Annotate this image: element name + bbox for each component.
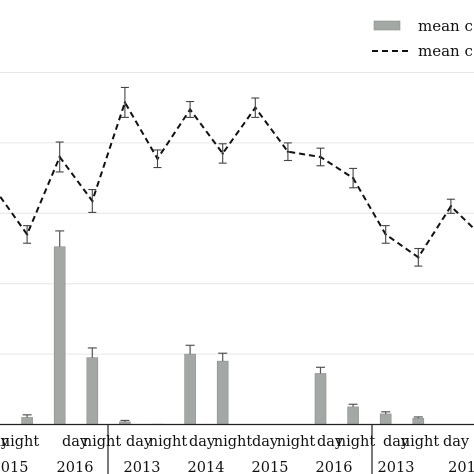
- x-axis: daynightdaynightdaynightdaynightdaynight…: [0, 423, 474, 474]
- legend-label: mean c: [418, 17, 473, 35]
- x-tick-label: night: [83, 434, 122, 450]
- bar-series: [21, 230, 425, 425]
- bar: [412, 418, 425, 425]
- x-tick-label: night: [1, 434, 40, 450]
- bar: [216, 360, 229, 425]
- bar: [379, 413, 392, 425]
- x-tick-label: night: [401, 434, 440, 450]
- bar: [184, 353, 196, 425]
- x-tick-label: night: [337, 434, 376, 450]
- x-tick-label: day: [126, 434, 153, 450]
- bar: [53, 246, 66, 425]
- bar: [314, 373, 327, 425]
- legend-bar-swatch: [373, 20, 401, 31]
- x-group-label: 2014: [188, 460, 225, 474]
- bar: [347, 406, 359, 425]
- x-tick-label: day: [0, 434, 10, 450]
- x-tick-label: day: [62, 434, 89, 450]
- x-group-label: 2016: [57, 460, 94, 474]
- x-group-label: 2015: [252, 460, 289, 474]
- legend: mean c mean c: [372, 17, 473, 60]
- x-group-label: 2015: [0, 460, 28, 474]
- x-group-label: 2016: [316, 460, 353, 474]
- legend-label: mean c: [418, 42, 473, 60]
- x-tick-label: day: [317, 434, 344, 450]
- bar: [86, 357, 99, 425]
- x-tick-label: day: [383, 434, 410, 450]
- x-tick-label: day: [252, 434, 279, 450]
- x-group-label: 201: [448, 460, 474, 474]
- line-series-path: [0, 99, 474, 259]
- x-tick-label: night: [277, 434, 316, 450]
- x-group-label: 2013: [124, 460, 161, 474]
- x-tick-label: night: [149, 434, 188, 450]
- x-tick-label: day: [443, 434, 470, 450]
- line-series: [0, 86, 474, 267]
- bar: [21, 417, 33, 425]
- x-group-label: 2013: [378, 460, 415, 474]
- gridlines: [0, 72, 474, 425]
- x-tick-label: day: [189, 434, 216, 450]
- x-tick-label: night: [214, 434, 253, 450]
